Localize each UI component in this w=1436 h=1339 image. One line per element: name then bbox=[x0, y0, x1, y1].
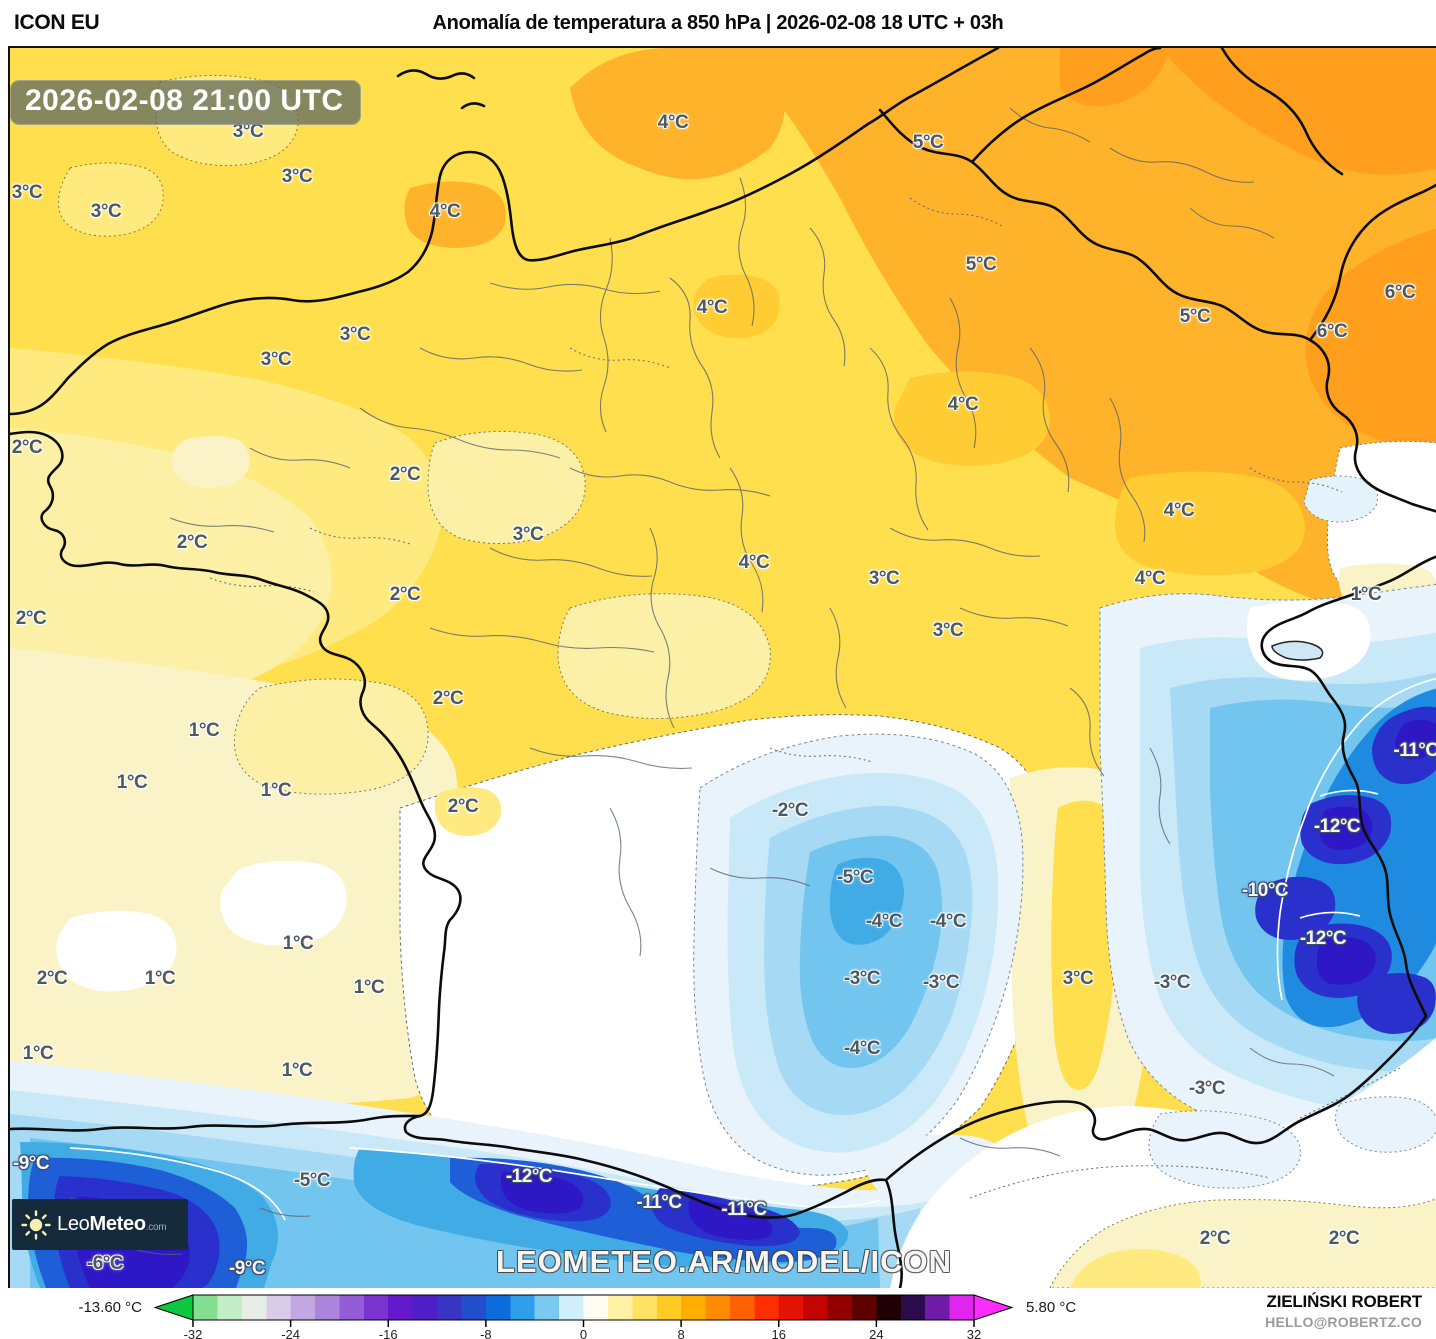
svg-text:8: 8 bbox=[678, 1327, 685, 1339]
logo-text: LeoMeteo.com bbox=[57, 1213, 167, 1235]
temp-label: -4°C bbox=[865, 911, 903, 932]
temp-label: 4°C bbox=[696, 297, 728, 318]
temp-label: 4°C bbox=[657, 112, 689, 133]
temp-label: 3°C bbox=[260, 349, 292, 370]
credit-name: ZIELIŃSKI ROBERT bbox=[1266, 1292, 1423, 1311]
temp-label: 4°C bbox=[947, 394, 979, 415]
temp-label: -4°C bbox=[843, 1038, 881, 1059]
temp-label: 6°C bbox=[1384, 282, 1416, 303]
legend-bar: -13.60 °C -32 -24 -16 -8 0 8 16 24 32 5.80 °C ZI… bbox=[0, 1288, 1436, 1339]
temp-label: -5°C bbox=[293, 1170, 331, 1191]
temp-label: 5°C bbox=[965, 254, 997, 275]
temp-label: 2°C bbox=[389, 464, 421, 485]
temp-label: 3°C bbox=[868, 568, 900, 589]
temp-label: -11°C bbox=[636, 1192, 682, 1213]
temp-label: 2°C bbox=[1199, 1228, 1231, 1249]
temp-label: 4°C bbox=[738, 552, 770, 573]
temp-label: 5°C bbox=[1179, 306, 1211, 327]
colorbar: -32 -24 -16 -8 0 8 16 24 32 bbox=[153, 1294, 1014, 1339]
temp-label: 3°C bbox=[512, 524, 544, 545]
svg-text:16: 16 bbox=[772, 1327, 786, 1339]
colorbar-max-label: 5.80 °C bbox=[1026, 1299, 1077, 1316]
watermark: LEOMETEO.AR/MODEL/ICON bbox=[496, 1244, 952, 1279]
temp-label: 5°C bbox=[912, 132, 944, 153]
colorbar-ticks: -32 -24 -16 -8 0 8 16 24 32 bbox=[184, 1320, 981, 1339]
credit-email[interactable]: HELLO@ROBERTZ.CO bbox=[1265, 1314, 1422, 1330]
temp-label: 1°C bbox=[116, 772, 148, 793]
temp-label: -9°C bbox=[12, 1153, 50, 1174]
temp-label: 2°C bbox=[1328, 1228, 1360, 1249]
temp-label: -3°C bbox=[843, 968, 881, 989]
temp-label: 1°C bbox=[144, 968, 176, 989]
temp-label: 2°C bbox=[389, 584, 421, 605]
temp-label: -3°C bbox=[1153, 972, 1191, 993]
temp-label: 3°C bbox=[281, 166, 313, 187]
leometeo-logo[interactable]: LeoMeteo.com bbox=[12, 1199, 188, 1250]
temp-label: -3°C bbox=[1188, 1078, 1226, 1099]
temp-label: 3°C bbox=[932, 620, 964, 641]
timestamp-overlay: 2026-02-08 21:00 UTC bbox=[10, 80, 361, 125]
temp-label: -9°C bbox=[228, 1258, 266, 1279]
temp-label: 4°C bbox=[1163, 500, 1195, 521]
colorbar-right-arrow bbox=[973, 1294, 1014, 1321]
temp-label: -11°C bbox=[721, 1199, 767, 1220]
temp-label: 2°C bbox=[176, 532, 208, 553]
temp-label: -2°C bbox=[771, 800, 809, 821]
colorbar-left-arrow bbox=[153, 1294, 194, 1321]
svg-text:-24: -24 bbox=[281, 1327, 300, 1339]
svg-text:-16: -16 bbox=[379, 1327, 398, 1339]
temp-label: -12°C bbox=[1313, 816, 1361, 837]
map-title: Anomalía de temperatura a 850 hPa | 2026… bbox=[432, 12, 1004, 34]
temp-label: 1°C bbox=[282, 933, 314, 954]
temp-label: 1°C bbox=[188, 720, 220, 741]
temp-label: -10°C bbox=[1241, 880, 1289, 901]
svg-text:24: 24 bbox=[869, 1327, 883, 1339]
temp-label: 2°C bbox=[36, 968, 68, 989]
temp-label: 3°C bbox=[11, 182, 43, 203]
weather-map: 3°C 4°C 5°C 3°C 3°C 3°C 4°C 4°C 5°C 5°C 6°C 6°C 3°C 3… bbox=[8, 46, 1436, 1290]
temp-label: -12°C bbox=[505, 1166, 553, 1187]
model-name: ICON EU bbox=[14, 11, 100, 34]
sun-icon bbox=[21, 1209, 51, 1240]
temp-label: -11°C bbox=[1393, 740, 1436, 761]
temp-label: 2°C bbox=[15, 608, 47, 629]
temp-label: -4°C bbox=[929, 911, 967, 932]
temp-label: 3°C bbox=[90, 201, 122, 222]
svg-text:-8: -8 bbox=[480, 1327, 492, 1339]
svg-text:32: 32 bbox=[967, 1327, 981, 1339]
temp-label: 2°C bbox=[447, 796, 479, 817]
header-bar: ICON EU Anomalía de temperatura a 850 hP… bbox=[0, 0, 1436, 46]
temp-label: 2°C bbox=[432, 688, 464, 709]
temp-label: 1°C bbox=[1350, 584, 1382, 605]
temp-label: -5°C bbox=[836, 867, 874, 888]
temp-label: 6°C bbox=[1316, 321, 1348, 342]
temp-label: 3°C bbox=[1062, 968, 1094, 989]
temp-label: 2°C bbox=[11, 437, 43, 458]
temp-label: -6°C bbox=[86, 1253, 124, 1274]
temp-label: 4°C bbox=[1134, 568, 1166, 589]
colorbar-gradient bbox=[192, 1294, 975, 1321]
svg-text:-32: -32 bbox=[184, 1327, 203, 1339]
temp-label: -12°C bbox=[1299, 928, 1347, 949]
temp-label: 1°C bbox=[22, 1043, 54, 1064]
temp-label: 1°C bbox=[260, 780, 292, 801]
map-art bbox=[10, 48, 1436, 1288]
temp-label: 1°C bbox=[353, 977, 385, 998]
colorbar-min-label: -13.60 °C bbox=[78, 1299, 142, 1316]
temp-label: 4°C bbox=[429, 201, 461, 222]
temp-label: 3°C bbox=[339, 324, 371, 345]
temp-label: 1°C bbox=[281, 1060, 313, 1081]
temp-label: 3°C bbox=[232, 121, 264, 142]
temp-label: -3°C bbox=[922, 972, 960, 993]
svg-text:0: 0 bbox=[580, 1327, 587, 1339]
